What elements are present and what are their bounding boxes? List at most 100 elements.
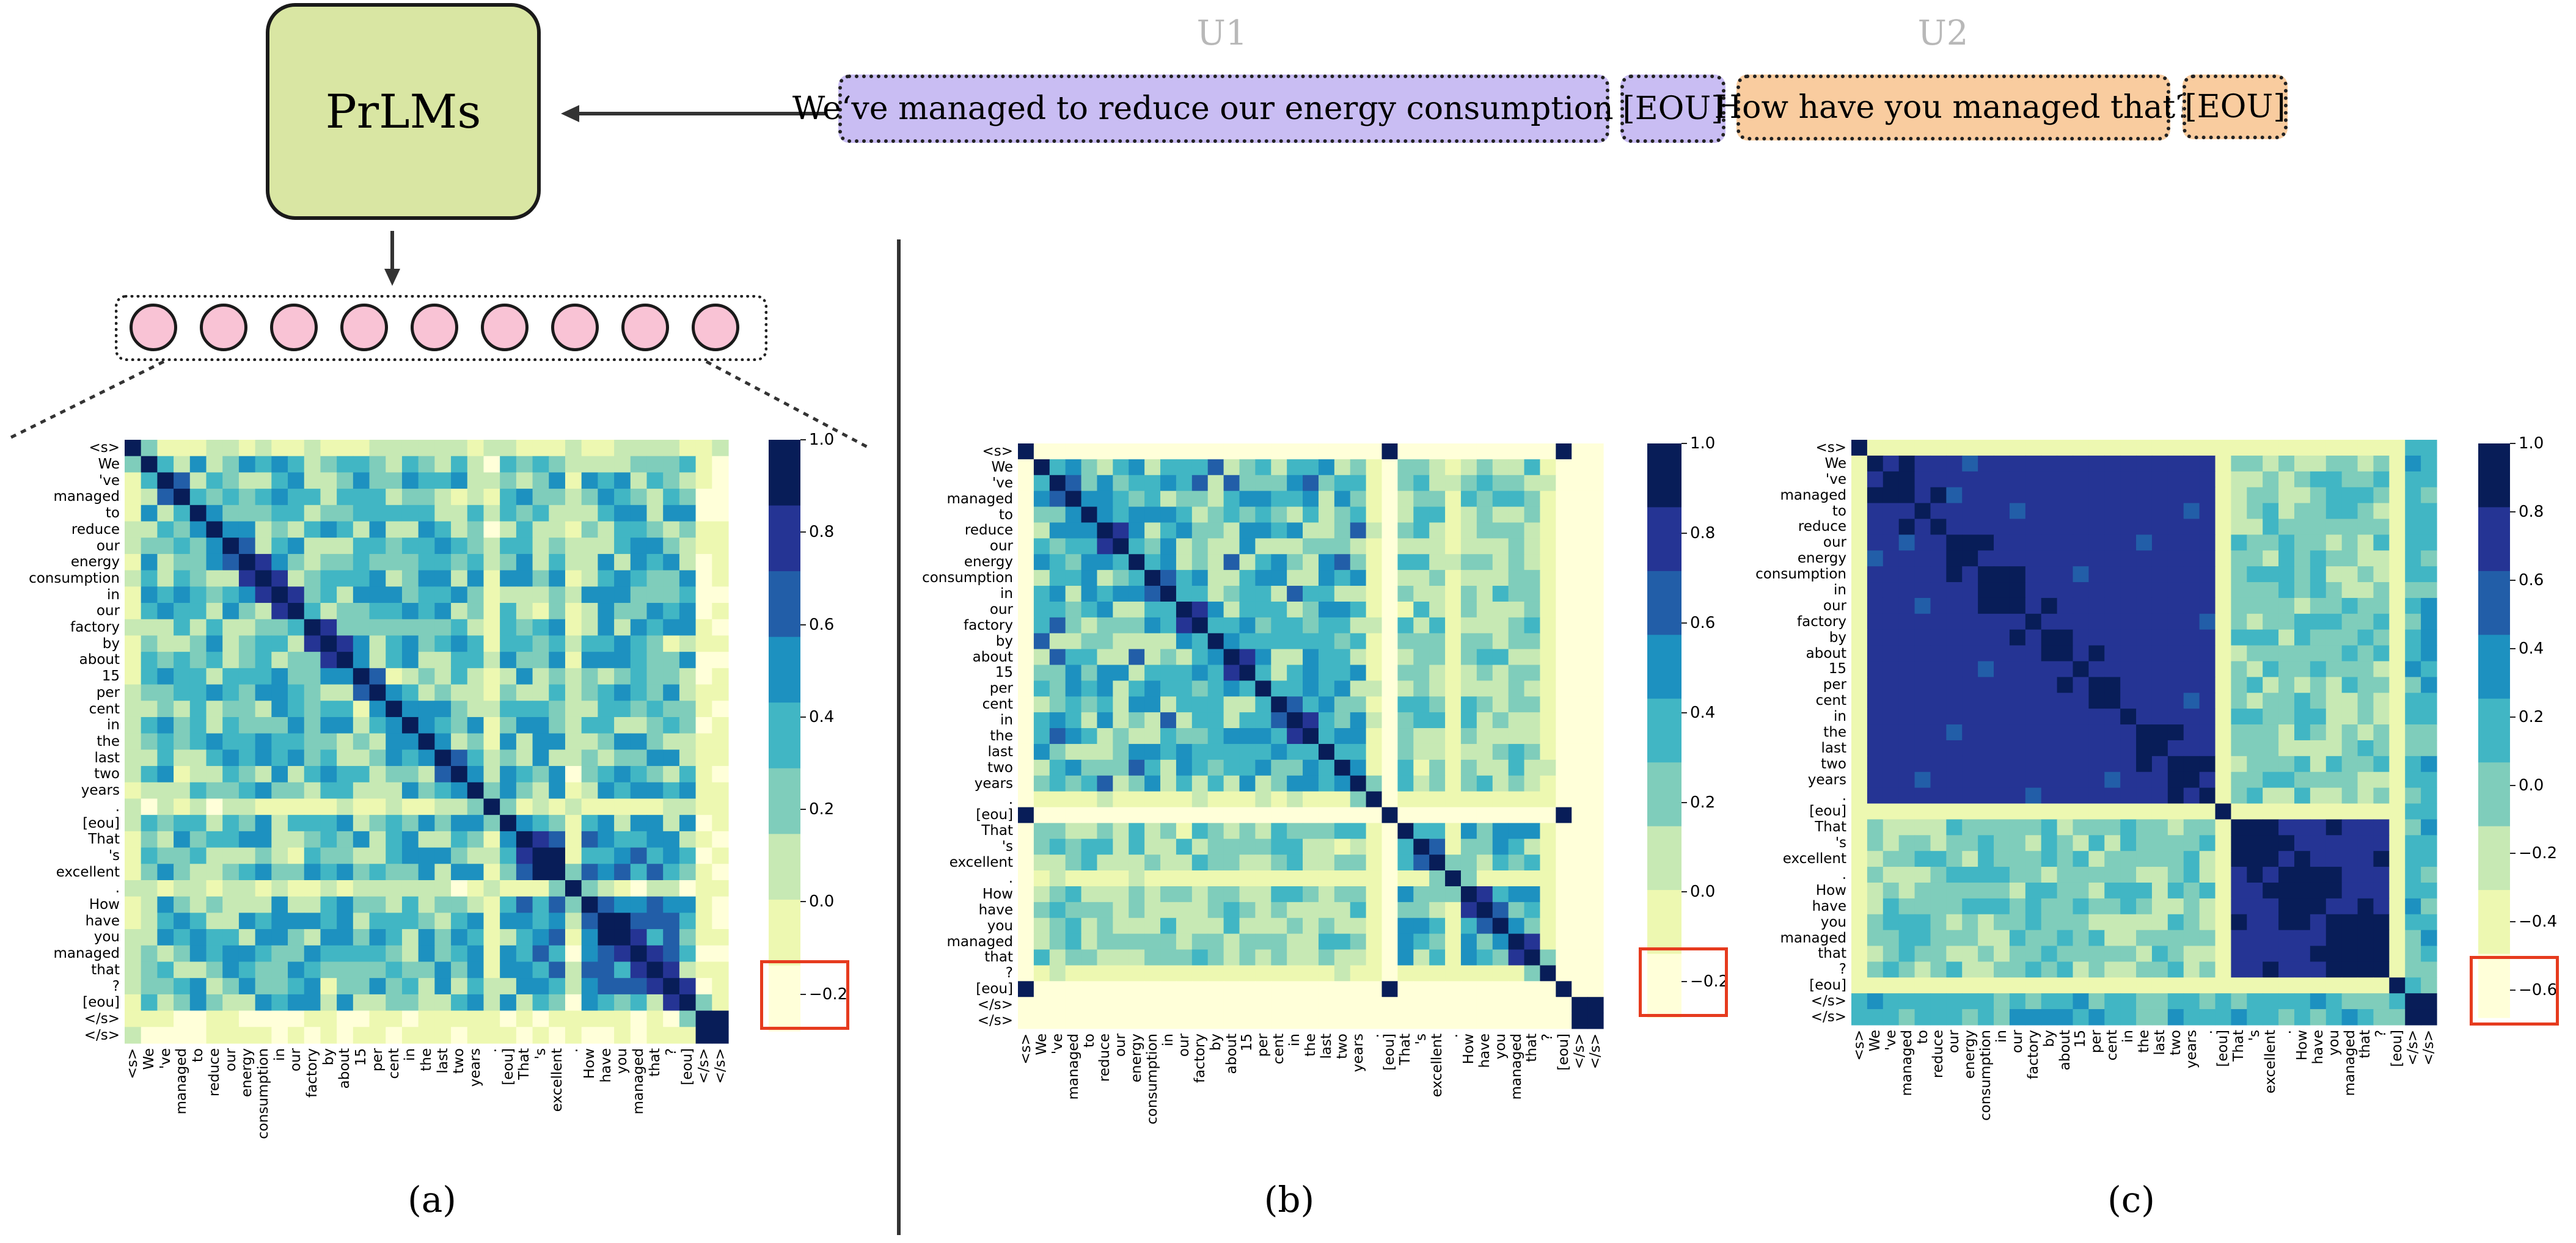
row-tick-label: . — [1008, 870, 1013, 887]
heatmap-cell — [2025, 851, 2042, 867]
heatmap-cell — [2247, 882, 2263, 899]
heatmap-cell — [630, 945, 648, 963]
heatmap-cell — [1176, 554, 1193, 570]
heatmap-cell — [304, 1027, 321, 1044]
heatmap-cell — [1160, 823, 1177, 839]
heatmap-cell — [1160, 649, 1177, 666]
colorbar-segment — [1647, 953, 1681, 1018]
heatmap-cell — [2215, 566, 2231, 583]
heatmap-cell — [500, 716, 517, 734]
heatmap-cell — [1223, 823, 1240, 839]
heatmap-cell — [2325, 440, 2343, 456]
heatmap-cell — [1508, 617, 1525, 634]
heatmap-cell — [1930, 455, 1947, 472]
heatmap-cell — [1033, 981, 1050, 997]
heatmap-cell — [1113, 743, 1129, 760]
heatmap-cell — [1334, 680, 1351, 697]
heatmap-cell — [125, 913, 142, 930]
heatmap-cell — [1572, 649, 1588, 666]
heatmap-cell — [2215, 645, 2231, 662]
heatmap-cell — [1587, 475, 1604, 492]
heatmap-cell — [2294, 946, 2311, 963]
heatmap-cell — [1914, 882, 1931, 899]
heatmap-cell — [1207, 665, 1224, 681]
heatmap-cell — [369, 570, 386, 587]
heatmap-cell — [2183, 709, 2200, 725]
heatmap-cell — [2073, 898, 2089, 915]
heatmap-cell — [581, 798, 598, 815]
heatmap-cell — [1097, 981, 1113, 997]
heatmap-cell — [1334, 506, 1351, 523]
col-tick-label: managed — [631, 1048, 647, 1115]
heatmap-cell — [467, 896, 485, 913]
u2-utterance: How have you managed that? — [1714, 75, 2192, 140]
heatmap-cell — [1381, 1013, 1398, 1029]
heatmap-cell — [1350, 538, 1367, 555]
heatmap-cell — [2041, 455, 2058, 472]
heatmap-cell — [2120, 487, 2137, 504]
heatmap-cell — [304, 733, 321, 750]
heatmap-cell — [2341, 693, 2358, 709]
heatmap-cell — [2025, 740, 2042, 757]
heatmap-cell — [516, 766, 533, 783]
heatmap-cell — [238, 864, 256, 881]
heatmap-cell — [1065, 554, 1082, 570]
heatmap-cell — [1129, 743, 1145, 760]
heatmap-cell — [712, 456, 729, 473]
heatmap-cell — [1018, 1013, 1034, 1029]
heatmap-cell — [2215, 534, 2231, 551]
u1-eou-text: [EOU] — [1622, 90, 1724, 127]
heatmap-cell — [2104, 582, 2121, 599]
row-tick-label: [eou] — [1809, 977, 1846, 994]
heatmap-cell — [1851, 519, 1868, 535]
heatmap-cell — [1081, 665, 1098, 681]
heatmap-cell — [1492, 759, 1509, 776]
colorbar-tick-label: 0.8 — [809, 523, 835, 542]
heatmap-cell — [222, 913, 240, 930]
heatmap-cell — [1081, 617, 1098, 634]
heatmap-cell — [125, 815, 142, 832]
heatmap-cell — [695, 864, 712, 881]
heatmap-cell — [1572, 665, 1588, 681]
heatmap-cell — [1429, 490, 1446, 508]
heatmap-cell — [1587, 1013, 1604, 1029]
heatmap-cell — [189, 749, 207, 767]
heatmap-cell — [2025, 661, 2042, 677]
heatmap-cell — [2421, 550, 2437, 567]
heatmap-cell — [2263, 613, 2279, 630]
heatmap-cell — [1946, 740, 1963, 757]
heatmap-cell — [1508, 823, 1525, 839]
col-tick-label: consumption — [1978, 1030, 1994, 1121]
heatmap-cell — [1429, 554, 1446, 570]
heatmap-cell — [1271, 759, 1287, 776]
heatmap-cell — [1366, 775, 1383, 792]
heatmap-cell — [2263, 471, 2279, 488]
heatmap-cell — [1223, 981, 1240, 997]
heatmap-cell — [1883, 756, 1900, 773]
heatmap-cell — [2215, 898, 2231, 915]
heatmap-cell — [125, 766, 142, 783]
heatmap-cell — [1429, 933, 1446, 950]
heatmap-cell — [2421, 661, 2437, 677]
heatmap-cell — [598, 864, 615, 881]
heatmap-cell — [1223, 902, 1240, 919]
heatmap-cell — [1460, 917, 1477, 935]
heatmap-cell — [1271, 807, 1287, 823]
heatmap-cell — [663, 896, 680, 913]
heatmap-cell — [1524, 839, 1541, 855]
heatmap-cell — [2120, 597, 2137, 614]
heatmap-cell — [2310, 946, 2327, 963]
heatmap-cell — [1191, 475, 1209, 492]
heatmap-cell — [1049, 1013, 1066, 1029]
heatmap-cell — [712, 505, 729, 522]
heatmap-cell — [2325, 613, 2343, 630]
heatmap-cell — [141, 521, 158, 538]
heatmap-cell — [1914, 645, 1931, 662]
heatmap-cell — [320, 456, 337, 473]
heatmap-cell — [614, 1027, 631, 1044]
heatmap-cell — [1303, 743, 1319, 760]
heatmap-cell — [1318, 601, 1335, 618]
heatmap-cell — [141, 913, 158, 930]
heatmap-cell — [401, 978, 419, 995]
heatmap-cell — [238, 521, 256, 538]
